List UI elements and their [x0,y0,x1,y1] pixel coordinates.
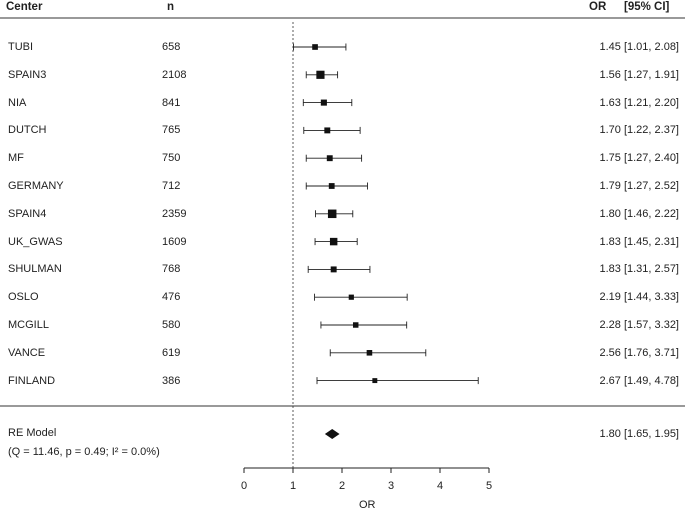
study-center-label: UK_GWAS [8,235,63,248]
study-point [329,237,338,246]
study-point [326,155,333,162]
study-point [330,266,337,273]
study-n-value: 386 [162,374,181,387]
study-n-value: 2359 [162,207,187,220]
summary-ci-value: 1.80 [1.65, 1.95] [599,428,679,440]
study-center-label: SPAIN4 [8,207,47,220]
study-center-label: TUBI [8,41,34,53]
study-ci-value: 2.56 [1.76, 3.71] [599,346,679,359]
study-point [324,127,331,134]
summary-diamond [324,429,340,439]
study-center-label: VANCE [8,346,46,359]
study-ci-value: 1.45 [1.01, 2.08] [599,41,679,53]
study-n-value: 658 [162,41,181,53]
study-point [348,294,354,300]
x-axis-tick-label: 1 [290,480,296,492]
study-n-value: 768 [162,263,181,276]
study-center-label: DUTCH [8,124,47,137]
study-n-value: 1609 [162,235,187,248]
ci-column-header: [95% CI] [624,1,670,13]
study-ci-value: 1.63 [1.21, 2.20] [599,96,679,109]
study-ci-value: 1.75 [1.27, 2.40] [599,152,679,165]
study-point [320,99,327,106]
study-point [316,70,325,79]
study-ci-value: 2.67 [1.49, 4.78] [599,374,679,387]
study-n-value: 580 [162,319,181,331]
study-ci-value: 1.80 [1.46, 2.22] [599,207,679,220]
study-center-label: MCGILL [8,319,49,331]
summary-stats: (Q = 11.46, p = 0.49; I² = 0.0%) [8,446,160,458]
study-point [366,350,373,356]
x-axis-tick-label: 2 [339,480,345,492]
study-n-value: 750 [162,152,181,165]
summary-label: RE Model [8,427,57,439]
study-center-label: MF [8,152,24,165]
study-n-value: 476 [162,291,181,304]
study-point [352,322,359,328]
study-ci-value: 1.83 [1.45, 2.31] [599,235,679,248]
study-ci-value: 2.19 [1.44, 3.33] [599,291,679,304]
study-n-value: 765 [162,124,181,137]
study-center-label: SPAIN3 [8,68,47,81]
study-ci-value: 1.79 [1.27, 2.52] [599,180,679,192]
study-ci-value: 1.56 [1.27, 1.91] [599,68,679,81]
study-point [328,183,335,189]
n-column-header: n [167,1,175,13]
study-ci-value: 2.28 [1.57, 3.32] [599,319,679,331]
study-center-label: SHULMAN [8,263,62,276]
study-point [372,378,378,384]
study-center-label: OSLO [8,291,39,304]
x-axis-label: OR [359,499,376,511]
study-n-value: 712 [162,180,181,192]
study-point [327,209,337,219]
x-axis-tick-label: 3 [388,480,394,492]
study-center-label: GERMANY [8,180,64,192]
study-ci-value: 1.83 [1.31, 2.57] [599,263,679,276]
x-axis-tick-label: 4 [437,480,443,492]
study-center-label: FINLAND [8,374,56,387]
study-center-label: NIA [8,96,27,109]
x-axis-tick-label: 0 [241,480,247,492]
x-axis-tick-label: 5 [486,480,492,492]
study-n-value: 841 [162,96,181,109]
study-n-value: 2108 [162,68,187,81]
study-ci-value: 1.70 [1.22, 2.37] [599,124,679,137]
study-point [312,44,318,50]
or-column-header: OR [589,1,607,13]
center-column-header: Center [6,1,43,13]
study-n-value: 619 [162,346,181,359]
